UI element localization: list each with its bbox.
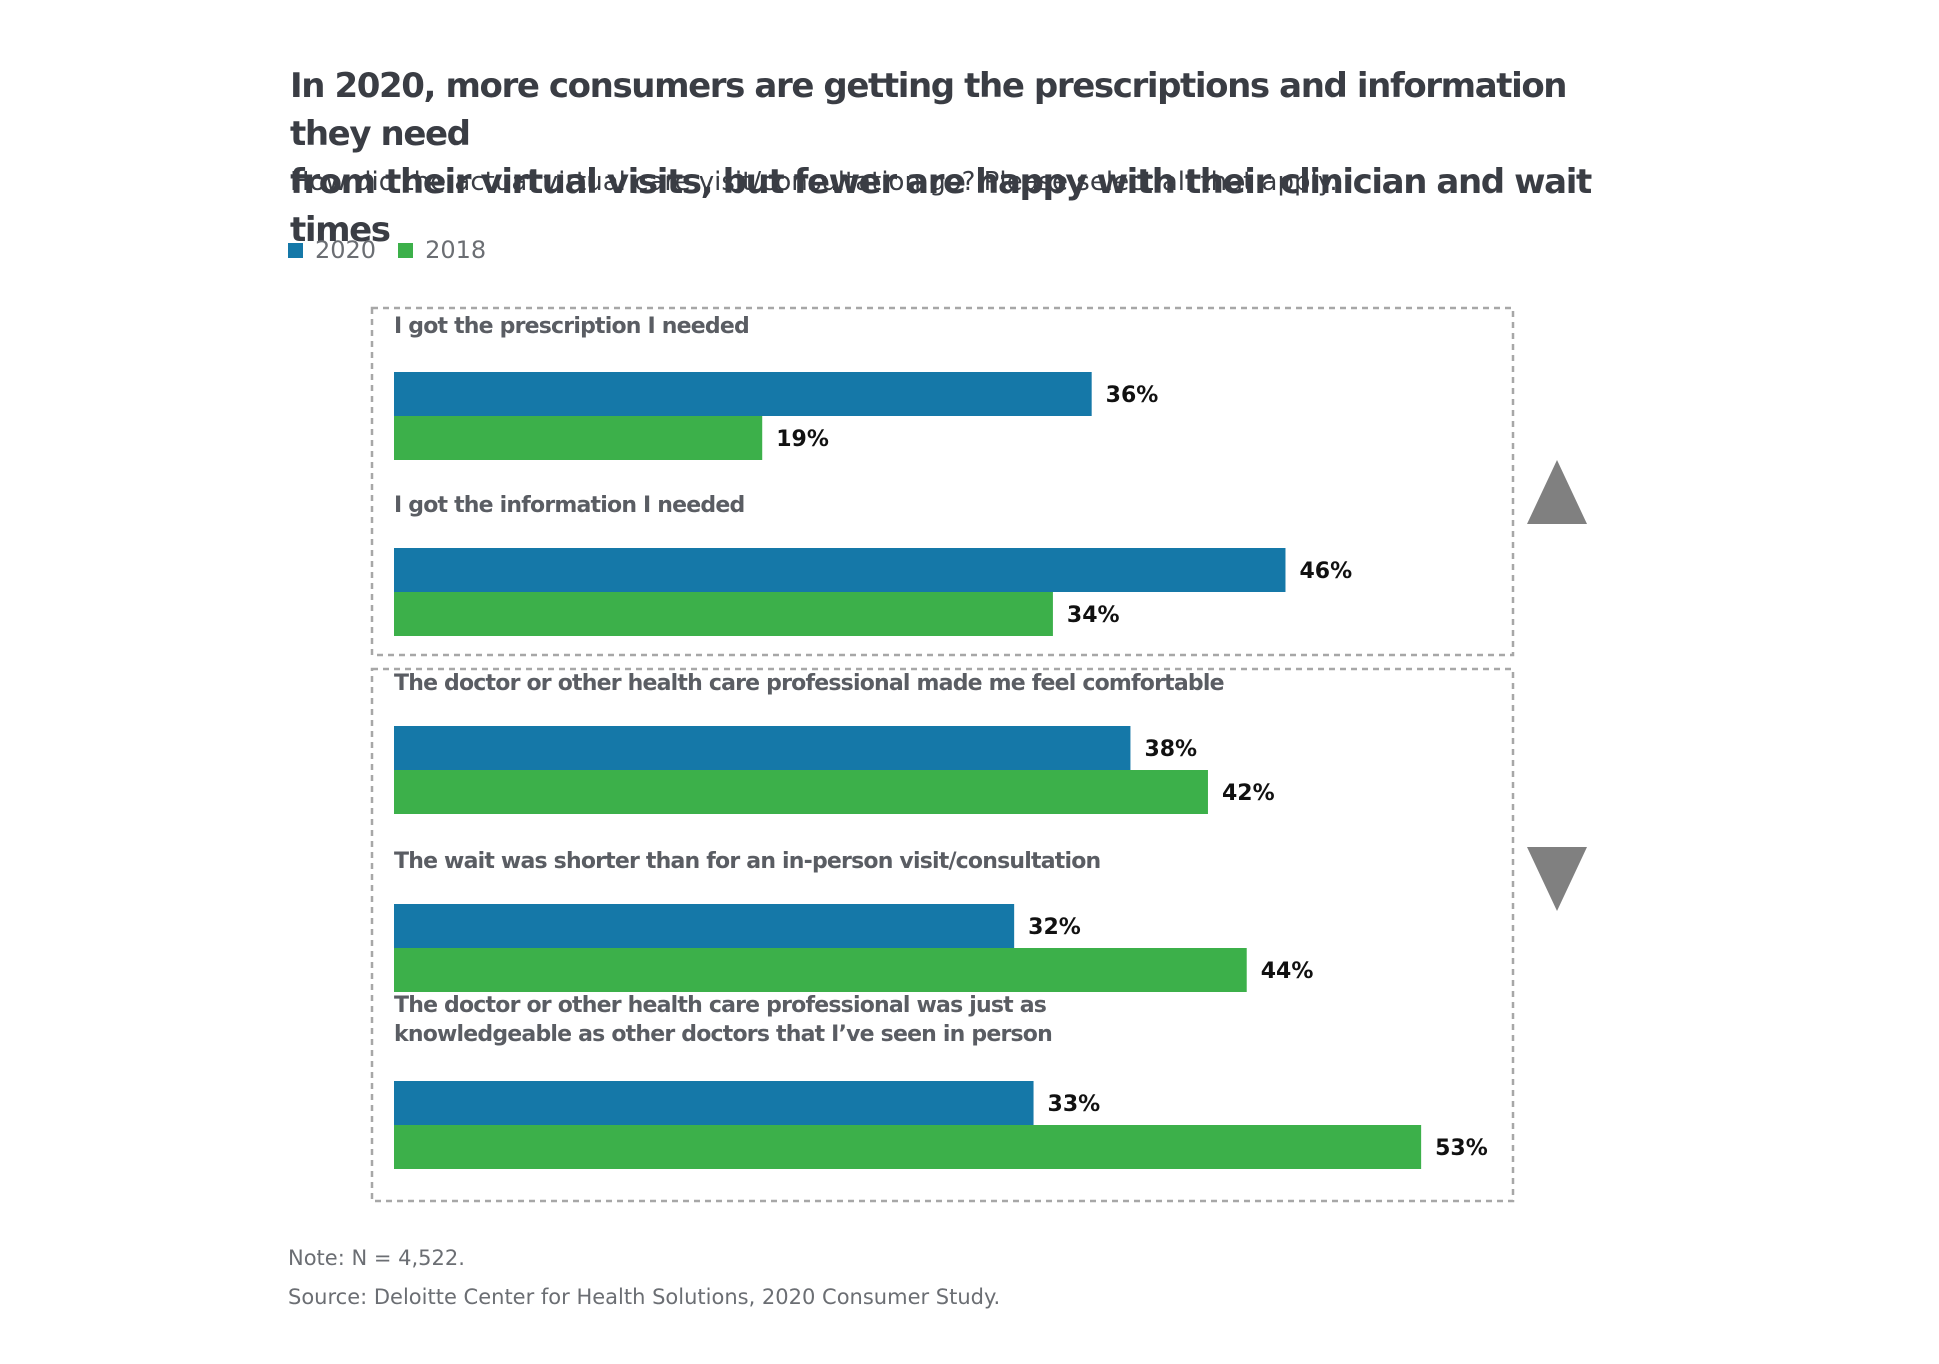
triangle-down-icon — [1527, 847, 1587, 911]
chart-title-line-2: from their virtual visits, but fewer are… — [290, 162, 1592, 250]
legend-label-2020: 2020 — [315, 236, 377, 264]
bar-2018 — [394, 1125, 1422, 1169]
bar-2018 — [394, 416, 763, 460]
triangle-up-icon — [1527, 460, 1587, 524]
bar-2020 — [394, 904, 1015, 948]
note-text: Note: N = 4,522. — [288, 1246, 465, 1270]
bar-2018 — [394, 592, 1053, 636]
chart-subtitle: How did the actual virtual care visit/co… — [290, 167, 1338, 197]
group-box-2 — [370, 667, 1515, 1203]
bar-2020 — [394, 1081, 1034, 1125]
legend-swatch-2020 — [288, 242, 303, 258]
legend: 2020 2018 — [288, 236, 508, 264]
value-label: 33% — [1048, 1092, 1101, 1117]
legend-item-2020: 2020 — [288, 236, 376, 264]
category-label: The wait was shorter than for an in-pers… — [394, 849, 1100, 874]
legend-item-2018: 2018 — [398, 236, 486, 264]
source-text: Source: Deloitte Center for Health Solut… — [288, 1285, 1001, 1309]
category-label: The doctor or other health care professi… — [394, 993, 1047, 1018]
bar-2020 — [394, 372, 1092, 416]
legend-swatch-2018 — [398, 242, 414, 258]
chart-title-line-1: In 2020, more consumers are getting the … — [290, 66, 1568, 154]
value-label: 32% — [1028, 915, 1081, 940]
category-label: I got the prescription I needed — [394, 314, 749, 339]
legend-label-2018: 2018 — [425, 236, 487, 264]
value-label: 53% — [1435, 1136, 1488, 1161]
bar-2018 — [394, 948, 1247, 992]
category-label: The doctor or other health care professi… — [394, 671, 1224, 696]
category-label: knowledgeable as other doctors that I’ve… — [394, 1022, 1052, 1047]
category-label: I got the information I needed — [394, 493, 744, 518]
group-box-1 — [370, 306, 1515, 657]
chart-title: In 2020, more consumers are getting the … — [290, 62, 1620, 254]
value-label: 42% — [1222, 781, 1275, 806]
value-label: 44% — [1261, 959, 1314, 984]
value-label: 46% — [1299, 559, 1352, 584]
value-label: 38% — [1144, 737, 1197, 762]
value-label: 19% — [776, 427, 829, 452]
value-label: 36% — [1106, 383, 1159, 408]
bar-2020 — [394, 726, 1131, 770]
bar-2018 — [394, 770, 1208, 814]
value-label: 34% — [1067, 603, 1120, 628]
bar-2020 — [394, 548, 1286, 592]
